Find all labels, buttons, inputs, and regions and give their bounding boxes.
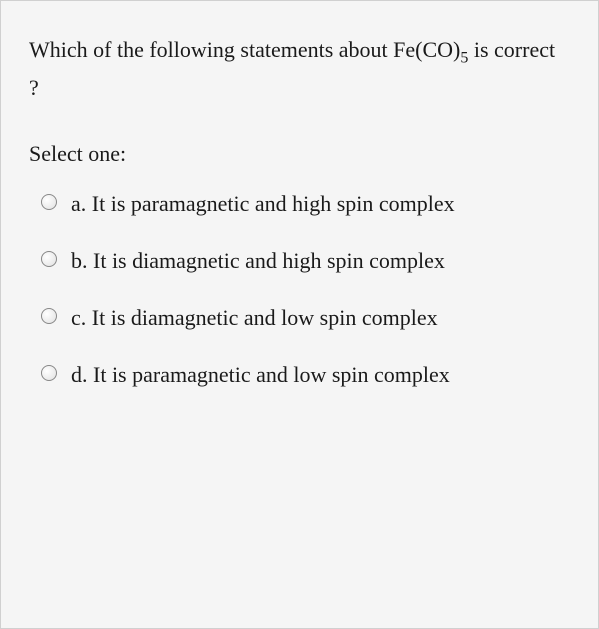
option-d[interactable]: d. It is paramagnetic and low spin compl… xyxy=(29,358,570,391)
radio-d[interactable] xyxy=(41,365,57,381)
option-a[interactable]: a. It is paramagnetic and high spin comp… xyxy=(29,187,570,220)
question-text: Which of the following statements about … xyxy=(29,33,570,105)
option-c-label[interactable]: c. It is diamagnetic and low spin comple… xyxy=(71,301,438,334)
option-c-text: It is diamagnetic and low spin complex xyxy=(92,305,438,330)
option-b[interactable]: b. It is diamagnetic and high spin compl… xyxy=(29,244,570,277)
option-c[interactable]: c. It is diamagnetic and low spin comple… xyxy=(29,301,570,334)
question-container: Which of the following statements about … xyxy=(0,0,599,629)
option-d-text: It is paramagnetic and low spin complex xyxy=(93,362,450,387)
option-a-label[interactable]: a. It is paramagnetic and high spin comp… xyxy=(71,187,455,220)
question-before-formula: Which of the following statements about … xyxy=(29,37,460,62)
option-b-letter: b. xyxy=(71,248,88,273)
select-one-prompt: Select one: xyxy=(29,141,570,167)
option-c-letter: c. xyxy=(71,305,86,330)
option-d-label[interactable]: d. It is paramagnetic and low spin compl… xyxy=(71,358,450,391)
option-d-letter: d. xyxy=(71,362,88,387)
option-a-text: It is paramagnetic and high spin complex xyxy=(92,191,455,216)
radio-b[interactable] xyxy=(41,251,57,267)
option-a-letter: a. xyxy=(71,191,86,216)
option-b-text: It is diamagnetic and high spin complex xyxy=(93,248,445,273)
radio-c[interactable] xyxy=(41,308,57,324)
option-b-label[interactable]: b. It is diamagnetic and high spin compl… xyxy=(71,244,445,277)
radio-a[interactable] xyxy=(41,194,57,210)
